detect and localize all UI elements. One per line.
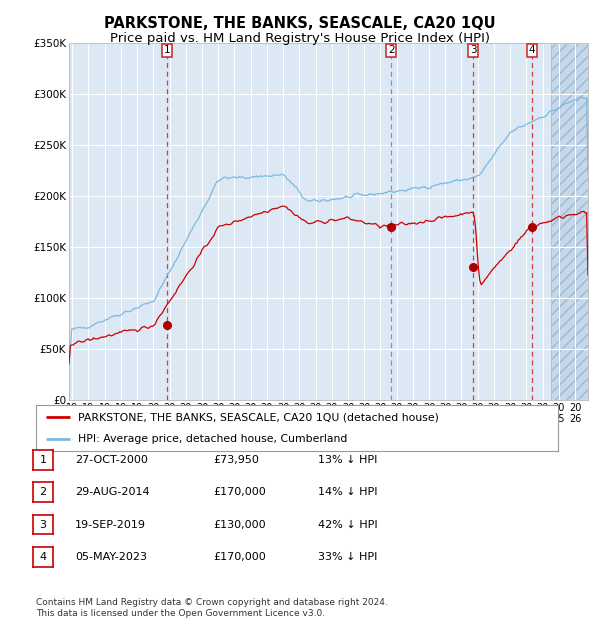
Text: 2: 2 — [40, 487, 46, 497]
Text: £170,000: £170,000 — [213, 552, 266, 562]
Text: 27-OCT-2000: 27-OCT-2000 — [75, 455, 148, 465]
Text: Contains HM Land Registry data © Crown copyright and database right 2024.
This d: Contains HM Land Registry data © Crown c… — [36, 598, 388, 618]
Text: 33% ↓ HPI: 33% ↓ HPI — [318, 552, 377, 562]
Text: 13% ↓ HPI: 13% ↓ HPI — [318, 455, 377, 465]
Text: 2: 2 — [388, 45, 394, 55]
Text: 1: 1 — [163, 45, 170, 55]
Text: 1: 1 — [40, 455, 46, 465]
Text: £170,000: £170,000 — [213, 487, 266, 497]
Text: Price paid vs. HM Land Registry's House Price Index (HPI): Price paid vs. HM Land Registry's House … — [110, 32, 490, 45]
Bar — [551, 43, 588, 400]
Text: £130,000: £130,000 — [213, 520, 266, 529]
Text: PARKSTONE, THE BANKS, SEASCALE, CA20 1QU: PARKSTONE, THE BANKS, SEASCALE, CA20 1QU — [104, 16, 496, 30]
Text: 19-SEP-2019: 19-SEP-2019 — [75, 520, 146, 529]
Text: £73,950: £73,950 — [213, 455, 259, 465]
Text: 42% ↓ HPI: 42% ↓ HPI — [318, 520, 377, 529]
Text: 3: 3 — [40, 520, 46, 529]
Text: 4: 4 — [40, 552, 46, 562]
Text: 05-MAY-2023: 05-MAY-2023 — [75, 552, 147, 562]
Text: 14% ↓ HPI: 14% ↓ HPI — [318, 487, 377, 497]
Text: PARKSTONE, THE BANKS, SEASCALE, CA20 1QU (detached house): PARKSTONE, THE BANKS, SEASCALE, CA20 1QU… — [78, 412, 439, 422]
Text: 4: 4 — [529, 45, 535, 55]
Text: 3: 3 — [470, 45, 476, 55]
Text: HPI: Average price, detached house, Cumberland: HPI: Average price, detached house, Cumb… — [78, 434, 347, 444]
Text: 29-AUG-2014: 29-AUG-2014 — [75, 487, 149, 497]
